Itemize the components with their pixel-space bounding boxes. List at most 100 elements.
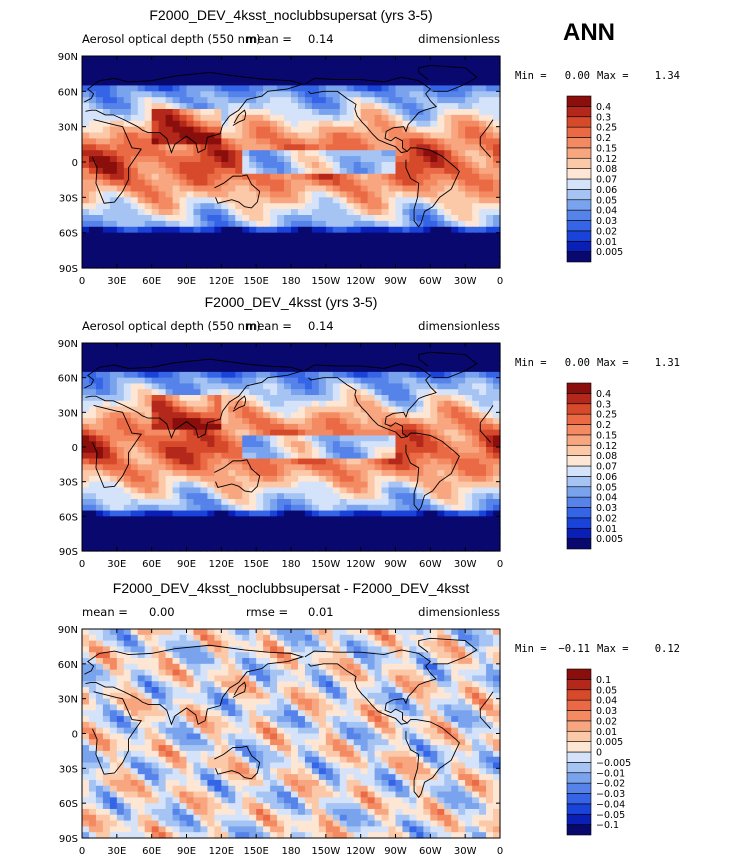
field-cell xyxy=(151,354,160,361)
field-cell xyxy=(332,487,341,494)
field-cell xyxy=(395,250,404,257)
field-cell xyxy=(402,238,411,246)
field-cell xyxy=(360,481,369,489)
field-cell xyxy=(493,389,501,396)
field-cell xyxy=(416,360,424,367)
field-cell xyxy=(472,156,480,163)
field-cell xyxy=(291,85,299,92)
field-cell xyxy=(214,663,222,671)
field-cell xyxy=(381,114,390,122)
field-cell xyxy=(444,406,452,413)
field-cell xyxy=(339,173,348,181)
field-cell xyxy=(339,539,348,546)
field-cell xyxy=(409,464,417,471)
field-cell xyxy=(472,197,480,204)
field-cell xyxy=(165,226,174,234)
field-cell xyxy=(374,173,383,181)
field-cell xyxy=(270,377,278,385)
field-cell xyxy=(395,85,404,92)
field-cell xyxy=(193,640,202,648)
field-cell xyxy=(123,499,132,506)
field-cell xyxy=(339,120,348,128)
field-cell xyxy=(235,545,243,552)
field-cell xyxy=(423,452,431,460)
field-cell xyxy=(409,646,417,653)
field-cell xyxy=(346,209,355,216)
field-cell xyxy=(291,354,299,361)
field-cell xyxy=(304,539,313,546)
field-cell xyxy=(186,640,195,648)
field-cell xyxy=(193,91,202,98)
field-cell xyxy=(402,197,411,204)
field-cell xyxy=(242,354,250,361)
field-cell xyxy=(388,389,397,396)
field-cell xyxy=(82,97,90,104)
field-cell xyxy=(95,185,104,193)
field-cell xyxy=(416,114,424,122)
field-cell xyxy=(325,395,334,402)
field-cell xyxy=(249,452,257,460)
field-cell xyxy=(311,197,320,204)
field-cell xyxy=(472,371,480,379)
field-cell xyxy=(263,487,271,494)
field-cell xyxy=(102,56,111,63)
field-cell xyxy=(200,150,208,157)
field-cell xyxy=(444,226,452,234)
field-cell xyxy=(130,533,139,541)
colorbar-label: 0.04 xyxy=(596,493,617,504)
field-cell xyxy=(325,262,334,269)
field-cell xyxy=(235,354,243,361)
field-cell xyxy=(256,120,264,128)
field-cell xyxy=(151,56,160,63)
field-cell xyxy=(88,156,97,163)
field-cell xyxy=(242,162,250,169)
field-cell xyxy=(95,423,104,431)
field-cell xyxy=(395,533,404,541)
field-cell xyxy=(451,126,459,134)
field-cell xyxy=(493,173,501,181)
field-cell xyxy=(151,634,160,642)
field-cell xyxy=(158,429,167,437)
field-cell xyxy=(346,91,355,98)
field-cell xyxy=(186,371,195,379)
field-cell xyxy=(444,97,452,104)
field-cell xyxy=(151,423,160,431)
field-cell xyxy=(193,348,202,356)
field-cell xyxy=(193,167,202,175)
field-cell xyxy=(388,652,397,659)
field-cell xyxy=(353,441,362,448)
field-cell xyxy=(235,220,243,228)
field-cell xyxy=(95,629,104,636)
field-cell xyxy=(381,406,390,413)
field-cell xyxy=(360,522,369,529)
field-cell xyxy=(311,663,320,671)
field-cell xyxy=(325,114,334,122)
field-cell xyxy=(318,423,327,431)
field-cell xyxy=(339,652,348,659)
field-cell xyxy=(486,470,494,477)
field-cell xyxy=(228,97,236,104)
field-cell xyxy=(102,406,111,413)
field-cell xyxy=(367,256,376,263)
field-cell xyxy=(116,73,125,81)
field-cell xyxy=(263,79,271,87)
field-cell xyxy=(409,389,417,396)
field-cell xyxy=(284,493,292,500)
field-cell xyxy=(346,395,355,402)
field-cell xyxy=(437,366,445,373)
field-cell xyxy=(214,539,222,546)
field-cell xyxy=(325,412,334,419)
field-cell xyxy=(200,452,208,460)
field-cell xyxy=(486,97,494,104)
field-cell xyxy=(374,464,383,471)
field-cell xyxy=(444,250,452,257)
field-cell xyxy=(472,470,480,477)
field-cell xyxy=(172,162,181,169)
field-cell xyxy=(102,256,111,263)
field-cell xyxy=(144,256,153,263)
field-cell xyxy=(297,429,306,437)
field-cell xyxy=(228,389,236,396)
field-cell xyxy=(430,371,438,379)
field-cell xyxy=(318,395,327,402)
field-cell xyxy=(165,423,174,431)
